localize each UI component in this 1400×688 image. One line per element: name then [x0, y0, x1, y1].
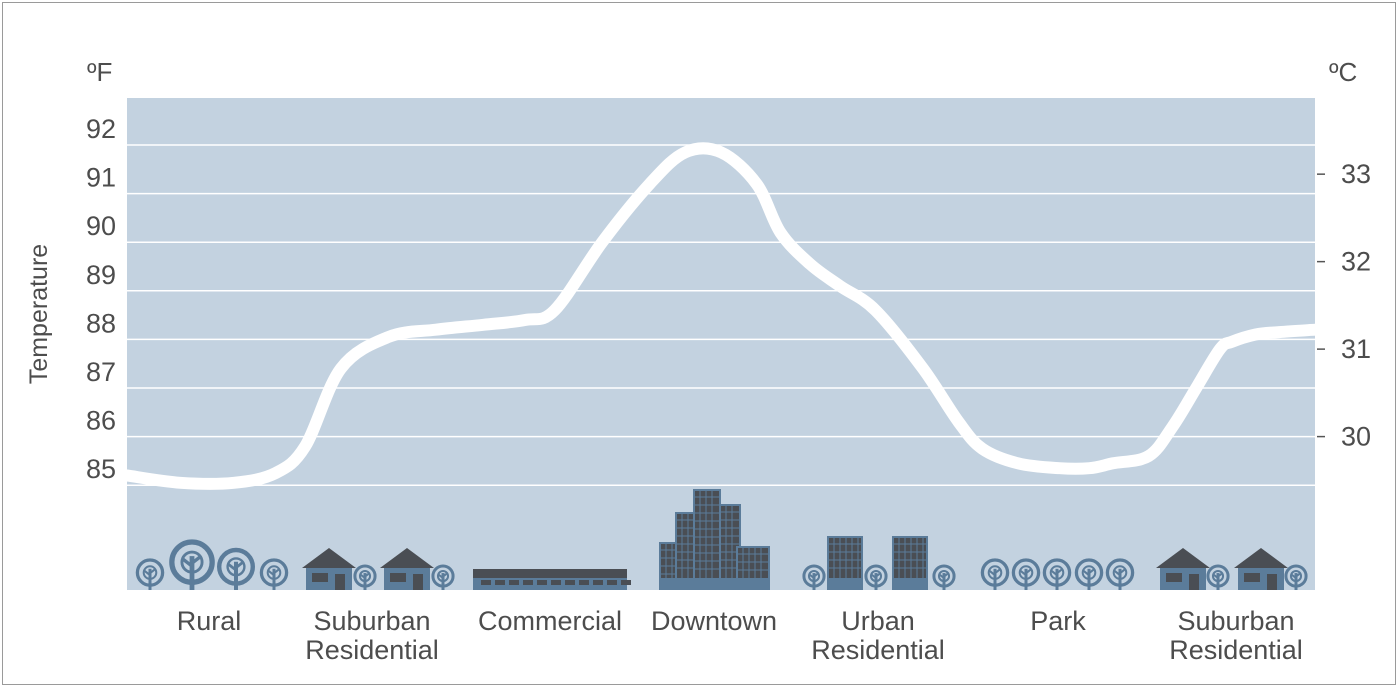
category-label: Commercial: [478, 606, 622, 636]
tree-icon: [169, 539, 215, 590]
building-icon: [827, 536, 863, 590]
right-tick-label: 30: [1341, 422, 1371, 452]
right-unit-label: ºC: [1329, 57, 1357, 87]
left-unit-label: ºF: [87, 57, 112, 87]
urban-icons: [802, 536, 956, 590]
grid-lines: [127, 144, 1315, 486]
right-tick-labels: 33 32 31 30: [1317, 159, 1371, 452]
rural-icons: [135, 539, 289, 590]
park-icons: [980, 558, 1135, 590]
left-tick-label: 86: [86, 406, 116, 436]
downtown-icons: [659, 489, 770, 590]
tree-icon: [1074, 558, 1104, 590]
tree-icon: [1284, 564, 1308, 590]
house-icon: [1234, 548, 1288, 590]
left-tick-label: 92: [86, 114, 116, 144]
temperature-line: [121, 142, 1321, 490]
tree-icon: [864, 564, 888, 590]
house-icon: [1156, 548, 1210, 590]
tree-icon: [1011, 558, 1041, 590]
right-tick-label: 31: [1341, 334, 1371, 364]
tree-icon: [135, 558, 165, 590]
category-label: Suburban: [313, 606, 430, 636]
tree-icon: [353, 564, 377, 590]
building-icon: [675, 512, 695, 590]
y-axis-label: Temperature: [25, 244, 53, 384]
left-tick-labels: 92 91 90 89 88 87 86 85: [86, 114, 116, 484]
category-label-line2: Residential: [811, 635, 945, 665]
tree-icon: [1105, 558, 1135, 590]
suburban-icons: [1156, 548, 1308, 590]
tree-icon: [216, 547, 255, 590]
tree-icon: [1042, 558, 1072, 590]
tree-icon: [431, 564, 455, 590]
category-label: Suburban: [1177, 606, 1294, 636]
building-icon: [719, 504, 741, 590]
tree-icon: [802, 564, 826, 590]
category-label-line2: Residential: [305, 635, 439, 665]
category-label-line2: Residential: [1169, 635, 1303, 665]
right-tick-label: 33: [1341, 159, 1371, 189]
right-tick-label: 32: [1341, 247, 1371, 277]
left-tick-label: 88: [86, 308, 116, 338]
category-label: Park: [1030, 606, 1086, 636]
category-label: Rural: [177, 606, 242, 636]
tree-icon: [259, 558, 289, 590]
category-label: Urban: [841, 606, 915, 636]
suburban-icons: [302, 548, 455, 590]
left-tick-label: 90: [86, 211, 116, 241]
building-icon: [693, 489, 721, 590]
category-icons: [135, 489, 1308, 590]
warehouse-icon: [473, 569, 631, 590]
left-tick-label: 87: [86, 357, 116, 387]
tree-icon: [980, 558, 1010, 590]
tree-icon: [932, 564, 956, 590]
tree-icon: [1206, 564, 1230, 590]
building-icon: [659, 542, 677, 590]
building-icon: [736, 546, 770, 590]
left-tick-label: 91: [86, 163, 116, 193]
category-label: Downtown: [651, 606, 777, 636]
left-tick-label: 89: [86, 260, 116, 290]
house-icon: [380, 548, 434, 590]
building-icon: [892, 536, 928, 590]
left-tick-label: 85: [86, 454, 116, 484]
commercial-icons: [473, 569, 631, 590]
house-icon: [302, 548, 356, 590]
